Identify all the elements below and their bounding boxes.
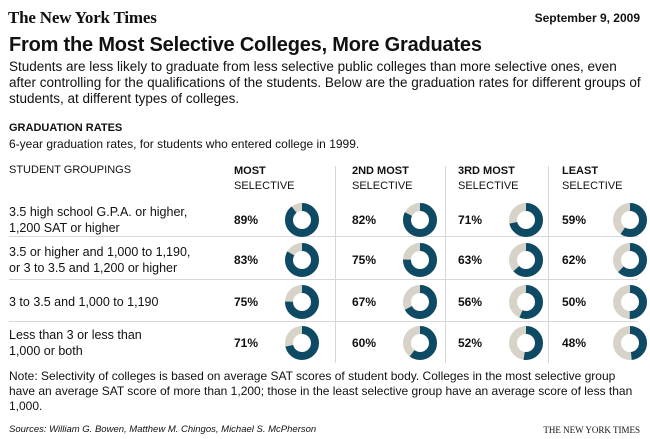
rate-label: 63% bbox=[458, 252, 483, 267]
publication-date: September 9, 2009 bbox=[534, 11, 640, 25]
rate-donut bbox=[285, 242, 319, 277]
rate-donut bbox=[403, 203, 437, 237]
column-header-line1: LEAST bbox=[562, 165, 599, 177]
column-header: LEAST SELECTIVE bbox=[562, 164, 623, 194]
donut-graduated-arc bbox=[403, 325, 437, 360]
row-label: 3.5 or higher and 1,000 to 1,190, or 3 t… bbox=[9, 244, 191, 275]
column-divider bbox=[548, 166, 549, 363]
rate-label: 52% bbox=[458, 335, 483, 350]
donut-graduated-arc bbox=[403, 284, 437, 319]
rate-label: 56% bbox=[458, 294, 483, 309]
rate-label: 75% bbox=[352, 252, 377, 267]
rate-donut bbox=[403, 325, 437, 360]
rate-label: 59% bbox=[562, 213, 587, 227]
column-header: 2ND MOST SELECTIVE bbox=[352, 164, 413, 194]
rate-label: 62% bbox=[562, 252, 587, 267]
rate-donut bbox=[509, 242, 543, 277]
rate-label: 82% bbox=[352, 213, 377, 227]
rate-label: 48% bbox=[562, 335, 587, 350]
column-header-line2: SELECTIVE bbox=[562, 180, 623, 192]
column-header-line2: SELECTIVE bbox=[234, 180, 295, 192]
rate-donut bbox=[403, 284, 437, 319]
column-divider bbox=[445, 166, 446, 363]
rate-donut bbox=[509, 203, 543, 237]
rate-donut bbox=[613, 242, 647, 277]
donut-graduated-arc bbox=[509, 242, 543, 277]
footnote: Note: Selectivity of colleges is based o… bbox=[9, 369, 633, 413]
donut-graduated-arc bbox=[613, 284, 647, 319]
row-label: Less than 3 or less than 1,000 or both bbox=[9, 327, 142, 358]
rate-label: 71% bbox=[458, 213, 483, 227]
donut-graduated-arc bbox=[509, 284, 543, 319]
footer-logo: THE NEW YORK TIMES bbox=[543, 425, 640, 435]
donut-graduated-arc bbox=[285, 325, 319, 360]
row-divider bbox=[9, 321, 638, 322]
row-label: 3 to 3.5 and 1,000 to 1,190 bbox=[9, 294, 159, 309]
rate-label: 67% bbox=[352, 294, 377, 309]
rate-label: 71% bbox=[234, 335, 259, 350]
donut-graduated-arc bbox=[509, 325, 543, 360]
donut-graduated-arc bbox=[285, 284, 319, 319]
rate-donut bbox=[285, 203, 319, 237]
column-header-line1: MOST bbox=[234, 165, 266, 177]
row-label: 3.5 high school G.P.A. or higher, 1,200 … bbox=[9, 205, 188, 235]
rate-donut bbox=[613, 203, 647, 237]
row-divider bbox=[9, 279, 638, 280]
column-header: MOST SELECTIVE bbox=[234, 164, 295, 194]
rate-label: 50% bbox=[562, 294, 587, 309]
donut-graduated-arc bbox=[403, 203, 437, 237]
donut-graduated-arc bbox=[613, 325, 647, 360]
rate-donut bbox=[509, 325, 543, 360]
rate-donut bbox=[613, 284, 647, 319]
rate-donut bbox=[509, 284, 543, 319]
row-divider bbox=[9, 236, 638, 237]
donut-graduated-arc bbox=[403, 242, 437, 277]
column-header-line2: SELECTIVE bbox=[352, 180, 413, 192]
masthead-logo: The New York Times bbox=[8, 8, 157, 27]
groupings-header: STUDENT GROUPINGS bbox=[9, 164, 132, 176]
column-header: 3RD MOST SELECTIVE bbox=[458, 164, 519, 194]
section-heading: GRADUATION RATES bbox=[9, 122, 123, 134]
source-credit: Sources: William G. Bowen, Matthew M. Ch… bbox=[9, 424, 317, 435]
donut-graduated-arc bbox=[613, 242, 647, 277]
column-header-line2: SELECTIVE bbox=[458, 180, 519, 192]
column-divider bbox=[335, 166, 336, 363]
donut-graduated-arc bbox=[509, 203, 543, 237]
rate-label: 83% bbox=[234, 252, 259, 267]
section-subheading: 6-year graduation rates, for students wh… bbox=[9, 137, 360, 151]
donut-graduated-arc bbox=[285, 203, 319, 237]
rate-donut bbox=[613, 325, 647, 360]
rate-label: 75% bbox=[234, 294, 259, 309]
donut-graduated-arc bbox=[613, 203, 647, 237]
intro-text: Students are less likely to graduate fro… bbox=[9, 59, 641, 106]
donut-graduated-arc bbox=[285, 242, 319, 277]
column-header-line1: 3RD MOST bbox=[458, 165, 515, 177]
page-title: From the Most Selective Colleges, More G… bbox=[9, 34, 482, 56]
rate-donut bbox=[285, 284, 319, 319]
rate-label: 60% bbox=[352, 335, 377, 350]
rate-donut bbox=[403, 242, 437, 277]
column-header-line1: 2ND MOST bbox=[352, 165, 409, 177]
rate-label: 89% bbox=[234, 213, 259, 227]
rate-donut bbox=[285, 325, 319, 360]
